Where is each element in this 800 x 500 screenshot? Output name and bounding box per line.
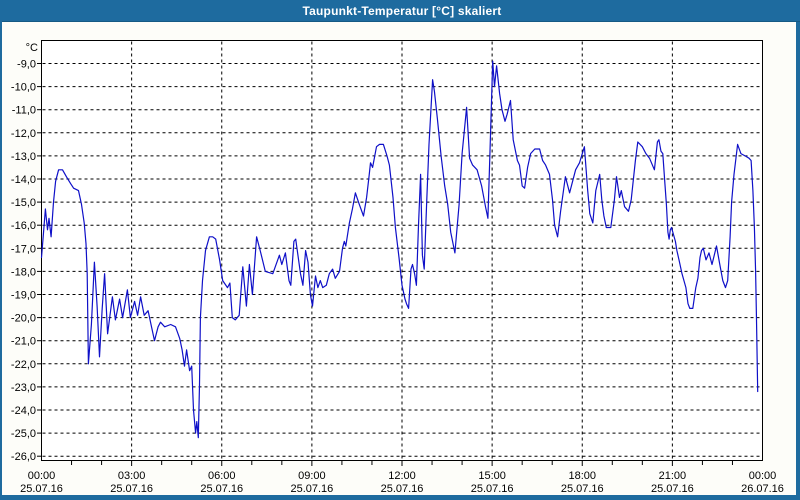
y-axis-unit-label: °C: [26, 42, 38, 54]
y-tick-label: -15,0: [11, 197, 36, 209]
x-tick-date-label: 25.07.16: [290, 483, 333, 495]
y-tick-label: -19,0: [11, 290, 36, 302]
y-tick-label: -26,0: [11, 451, 36, 463]
y-tick-label: -23,0: [11, 382, 36, 394]
x-tick-time-label: 03:00: [118, 470, 146, 482]
y-tick-label: -14,0: [11, 174, 36, 186]
x-tick-date-label: 26.07.16: [741, 483, 784, 495]
x-tick-time-label: 12:00: [388, 470, 416, 482]
chart-title: Taupunkt-Temperatur [°C] skaliert: [302, 3, 502, 18]
y-tick-label: -22,0: [11, 359, 36, 371]
y-tick-label: -25,0: [11, 428, 36, 440]
y-tick-label: -21,0: [11, 336, 36, 348]
x-tick-date-label: 25.07.16: [561, 483, 604, 495]
x-tick-time-label: 06:00: [208, 470, 236, 482]
y-tick-label: -16,0: [11, 220, 36, 232]
y-tick-label: -11,0: [12, 105, 36, 117]
y-tick-label: -24,0: [11, 405, 36, 417]
x-tick-time-label: 21:00: [659, 470, 687, 482]
x-tick-date-label: 25.07.16: [20, 483, 63, 495]
x-tick-time-label: 09:00: [298, 470, 326, 482]
y-tick-label: -17,0: [11, 243, 36, 255]
x-tick-date-label: 25.07.16: [381, 483, 424, 495]
x-tick-time-label: 00:00: [749, 470, 777, 482]
x-tick-date-label: 25.07.16: [651, 483, 694, 495]
y-tick-label: -12,0: [11, 128, 36, 140]
y-tick-label: -9,0: [17, 59, 36, 71]
x-tick-time-label: 18:00: [568, 470, 596, 482]
y-tick-label: -20,0: [11, 313, 36, 325]
x-tick-date-label: 25.07.16: [471, 483, 514, 495]
y-tick-label: -18,0: [11, 266, 36, 278]
y-tick-label: -10,0: [11, 82, 36, 94]
x-tick-time-label: 00:00: [28, 470, 56, 482]
x-tick-time-label: 15:00: [478, 470, 506, 482]
temperature-line: [40, 60, 759, 439]
chart-titlebar: Taupunkt-Temperatur [°C] skaliert: [2, 0, 800, 22]
x-tick-date-label: 25.07.16: [200, 483, 243, 495]
y-tick-label: -13,0: [11, 151, 36, 163]
x-tick-date-label: 25.07.16: [110, 483, 153, 495]
